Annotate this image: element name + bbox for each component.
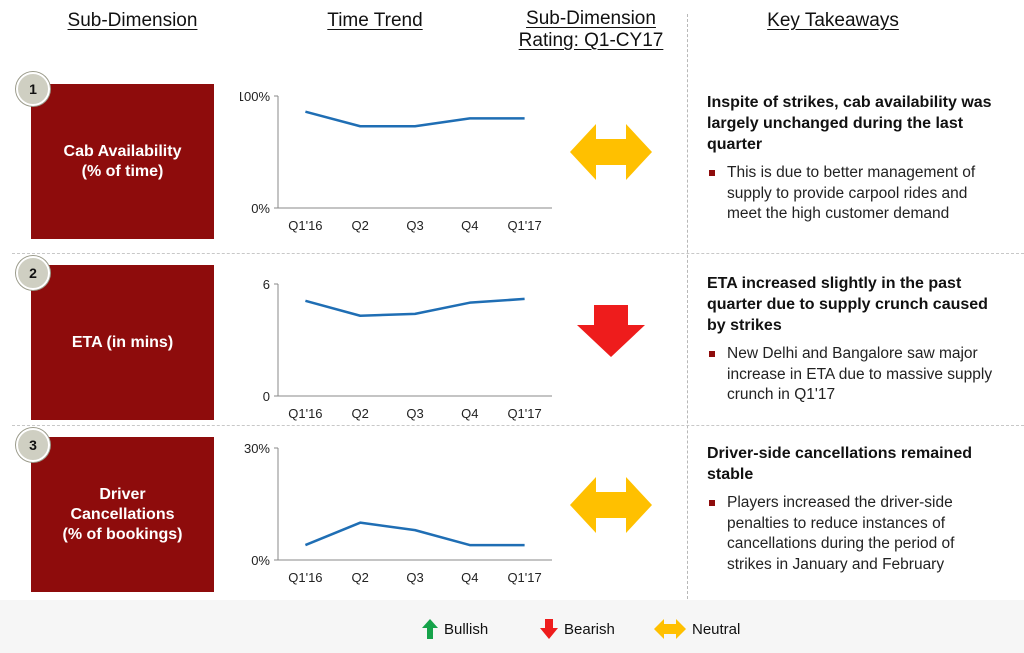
takeaway-heading: Inspite of strikes, cab availability was… [707,94,992,153]
dimension-box-driver-cancellations: Driver Cancellations (% of bookings) [31,437,214,592]
y-tick-label: 100% [240,89,270,104]
bearish-arrow-icon [540,619,558,639]
x-tick-label: Q3 [406,218,423,233]
x-tick-label: Q1'17 [507,570,541,585]
x-tick-label: Q1'16 [288,570,322,585]
y-tick-label: 6 [263,277,270,292]
header-rating: Sub-Dimension Rating: Q1-CY17 [518,8,664,51]
legend-bullish-label: Bullish [444,620,489,638]
y-tick-label: 30% [244,441,270,456]
x-tick-label: Q2 [352,218,369,233]
legend-neutral-label: Neutral [692,620,741,638]
takeaway-heading: ETA increased slightly in the past quart… [707,275,988,334]
x-tick-label: Q3 [406,570,423,585]
takeaway-cab-availability: Inspite of strikes, cab availability was… [707,92,997,225]
legend-band [0,600,1024,653]
series-line [305,110,525,128]
trend-chart-eta: 6 0 Q1'16 Q2 Q3 Q4 Q1'17 [263,277,552,421]
x-tick-label: Q4 [461,218,478,233]
series-line [305,297,525,317]
x-tick-label: Q4 [461,570,478,585]
x-tick-label: Q1'16 [288,218,322,233]
rating-neutral-icon [570,124,652,185]
row-number-badge: 3 [16,428,50,462]
takeaway-bullet: This is due to better management of supp… [707,163,997,225]
row-divider [12,425,1024,426]
x-tick-label: Q1'16 [288,406,322,421]
x-tick-label: Q2 [352,406,369,421]
takeaway-bullet: New Delhi and Bangalore saw major increa… [707,344,997,406]
neutral-arrow-icon [654,619,686,639]
header-sub-dimension: Sub-Dimension [67,10,198,31]
series-line [304,521,525,547]
y-tick-label: 0% [251,553,270,568]
dimension-label: Cab Availability (% of time) [63,142,182,180]
rating-bearish-icon [577,305,645,362]
trend-chart-driver-cancellations: 30% 0% Q1'16 Q2 Q3 Q4 Q1'17 [244,441,552,585]
takeaway-driver-cancellations: Driver-side cancellations remained stabl… [707,443,997,575]
legend-bullish: Bullish [422,618,488,640]
trend-chart-cab-availability: 100% 0% Q1'16 Q2 Q3 Q4 Q1'17 [240,89,552,233]
legend-bearish: Bearish [540,618,615,640]
dimension-box-cab-availability: Cab Availability (% of time) [31,84,214,239]
x-tick-label: Q4 [461,406,478,421]
dimension-box-eta: ETA (in mins) [31,265,214,420]
y-tick-label: 0 [263,389,270,404]
y-tick-label: 0% [251,201,270,216]
x-tick-label: Q1'17 [507,218,541,233]
x-tick-label: Q1'17 [507,406,541,421]
takeaway-eta: ETA increased slightly in the past quart… [707,273,997,406]
row-number-badge: 1 [16,72,50,106]
bullish-arrow-icon [422,619,438,639]
legend-neutral: Neutral [654,618,740,640]
dimension-label: Driver Cancellations (% of bookings) [62,485,183,543]
rating-neutral-icon [570,477,652,538]
header-time-trend: Time Trend [327,10,423,31]
column-divider [687,14,688,599]
takeaway-heading: Driver-side cancellations remained stabl… [707,445,972,483]
row-divider [12,253,1024,254]
x-tick-label: Q3 [406,406,423,421]
takeaway-bullet: Players increased the driver-side penalt… [707,493,997,575]
row-number-badge: 2 [16,256,50,290]
dimension-label: ETA (in mins) [71,333,174,351]
legend-bearish-label: Bearish [564,620,615,638]
x-tick-label: Q2 [352,570,369,585]
header-key-takeaways: Key Takeaways [767,10,899,31]
